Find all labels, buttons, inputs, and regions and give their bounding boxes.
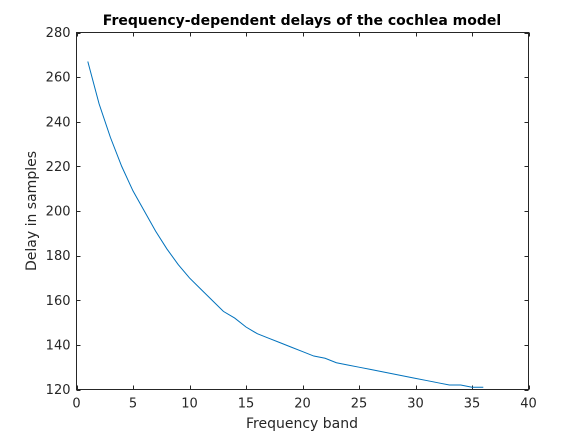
chart-title: Frequency-dependent delays of the cochle… [103, 13, 501, 29]
x-tick-label: 10 [181, 397, 198, 412]
y-tick-label: 160 [46, 294, 71, 309]
x-axis-label: Frequency band [246, 416, 358, 432]
x-axis: 0 5 10 15 20 25 30 35 40 [72, 32, 537, 412]
x-tick-label: 15 [238, 397, 255, 412]
x-tick-label: 40 [520, 397, 537, 412]
y-tick-label: 200 [46, 205, 71, 220]
x-tick-label: 5 [129, 397, 137, 412]
x-tick-label: 25 [351, 397, 368, 412]
y-tick-label: 220 [46, 160, 71, 175]
y-axis-label: Delay in samples [24, 151, 40, 271]
x-tick-label: 35 [464, 397, 481, 412]
y-tick-label: 260 [46, 71, 71, 86]
x-tick-label: 30 [407, 397, 424, 412]
x-tick-label: 20 [294, 397, 311, 412]
y-tick-label: 140 [46, 338, 71, 353]
plot-area: 0 5 10 15 20 25 30 35 40 120 140 160 180 200 220 240 26… [46, 26, 537, 412]
y-axis: 120 140 160 180 200 220 240 260 280 [46, 26, 529, 398]
y-tick-label: 120 [46, 383, 71, 398]
y-tick-label: 280 [46, 26, 71, 41]
y-tick-label: 240 [46, 115, 71, 130]
delay-series-line [87, 61, 484, 388]
x-tick-label: 0 [72, 397, 80, 412]
y-tick-label: 180 [46, 249, 71, 264]
